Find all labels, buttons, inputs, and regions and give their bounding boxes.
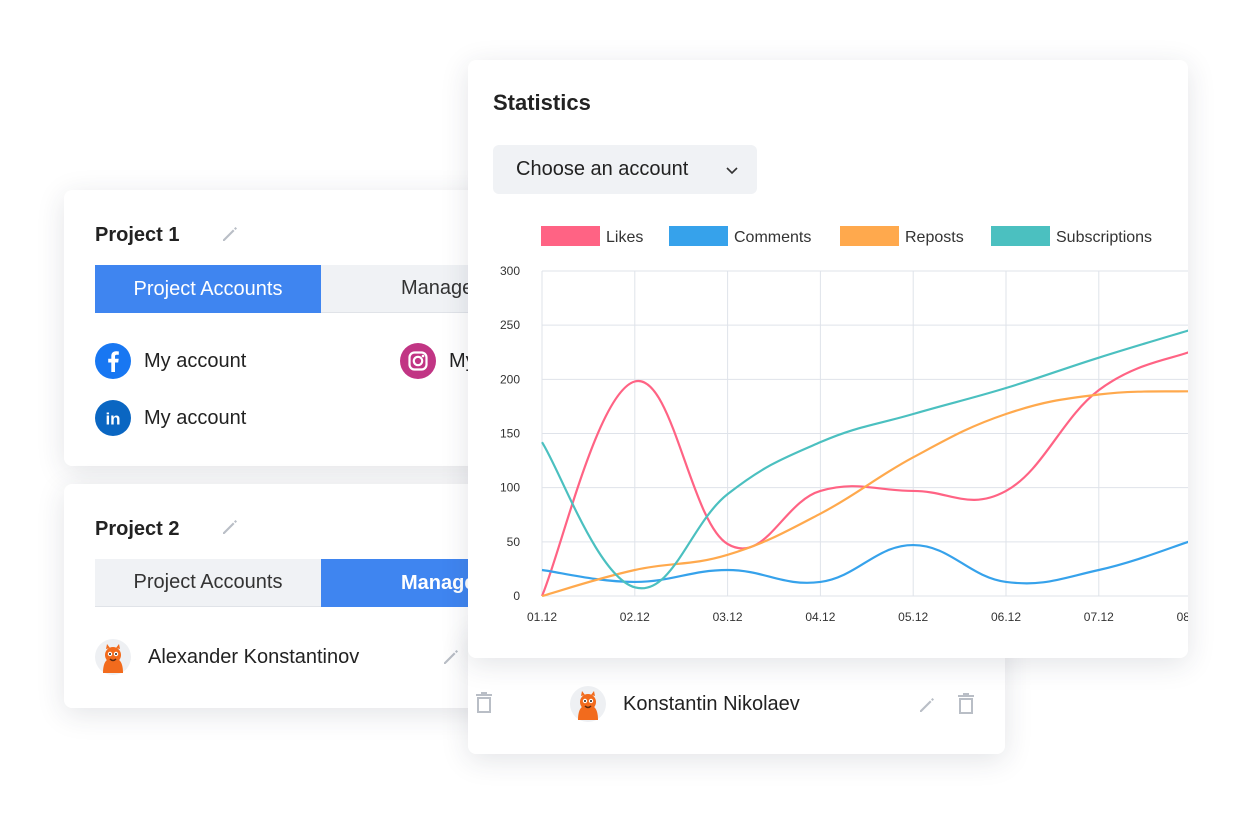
manager-item[interactable]: Alexander Konstantinov: [95, 639, 359, 675]
y-tick-label: 150: [500, 427, 520, 441]
legend-label: Reposts: [905, 229, 964, 246]
y-tick-label: 50: [507, 535, 521, 549]
legend-swatch: [991, 226, 1050, 246]
tab-project-accounts[interactable]: Project Accounts: [95, 559, 321, 607]
account-item-facebook[interactable]: My account: [95, 343, 246, 379]
series-line-likes: [540, 351, 1188, 597]
y-tick-label: 250: [500, 318, 520, 332]
x-tick-label: 08.12: [1177, 610, 1188, 624]
x-tick-label: 06.12: [991, 610, 1021, 624]
avatar: [95, 639, 131, 675]
tab-project-accounts[interactable]: Project Accounts: [95, 265, 321, 313]
legend-swatch: [669, 226, 728, 246]
statistics-title: Statistics: [493, 90, 591, 115]
edit-pencil-icon[interactable]: [441, 647, 461, 667]
legend-label: Subscriptions: [1056, 229, 1152, 246]
series-line-reposts: [541, 390, 1188, 598]
account-label: My account: [144, 349, 247, 372]
legend-swatch: [541, 226, 600, 246]
legend-label: Comments: [734, 229, 811, 246]
instagram-icon: [400, 343, 436, 379]
tab-label: Project Accounts: [133, 277, 283, 300]
legend-label: Likes: [606, 229, 643, 246]
x-tick-label: 02.12: [620, 610, 650, 624]
legend-swatch: [840, 226, 899, 246]
series-line-comments: [541, 540, 1188, 585]
avatar: [570, 686, 606, 722]
y-tick-label: 200: [500, 372, 520, 386]
statistics-chart: Likes Comments Reposts Subscriptions 0 50 100…: [500, 226, 1188, 624]
trash-icon[interactable]: [957, 693, 975, 715]
manager-name: Konstantin Nikolaev: [623, 692, 800, 715]
x-tick-label: 03.12: [713, 610, 743, 624]
edit-pencil-icon[interactable]: [917, 695, 937, 715]
x-tick-label: 05.12: [898, 610, 928, 624]
trash-icon[interactable]: [475, 692, 493, 714]
linkedin-icon: in: [95, 400, 131, 436]
facebook-icon: [95, 343, 131, 379]
x-tick-label: 04.12: [805, 610, 835, 624]
edit-pencil-icon[interactable]: [220, 224, 240, 244]
series-line-subscriptions: [541, 329, 1188, 590]
account-select[interactable]: Choose an account: [493, 145, 757, 194]
manager-name: Alexander Konstantinov: [148, 645, 360, 668]
tab-label: Managers: [401, 277, 490, 299]
svg-text:in: in: [105, 410, 120, 429]
account-select-value: Choose an account: [516, 158, 689, 180]
edit-pencil-icon[interactable]: [220, 517, 240, 537]
y-tick-label: 300: [500, 264, 520, 278]
y-tick-label: 100: [500, 481, 520, 495]
tab-label: Project Accounts: [133, 571, 283, 593]
manager-item[interactable]: Konstantin Nikolaev: [570, 686, 800, 722]
x-tick-label: 07.12: [1084, 610, 1114, 624]
y-tick-label: 0: [513, 589, 520, 603]
account-label: My account: [144, 406, 247, 429]
account-item-linkedin[interactable]: in My account: [95, 400, 246, 436]
project-1-title: Project 1: [95, 224, 180, 246]
x-tick-label: 01.12: [527, 610, 557, 624]
chevron-down-icon: [726, 167, 738, 175]
statistics-card: Statistics Choose an account Likes Commen…: [468, 60, 1188, 658]
project-2-title: Project 2: [95, 518, 180, 540]
